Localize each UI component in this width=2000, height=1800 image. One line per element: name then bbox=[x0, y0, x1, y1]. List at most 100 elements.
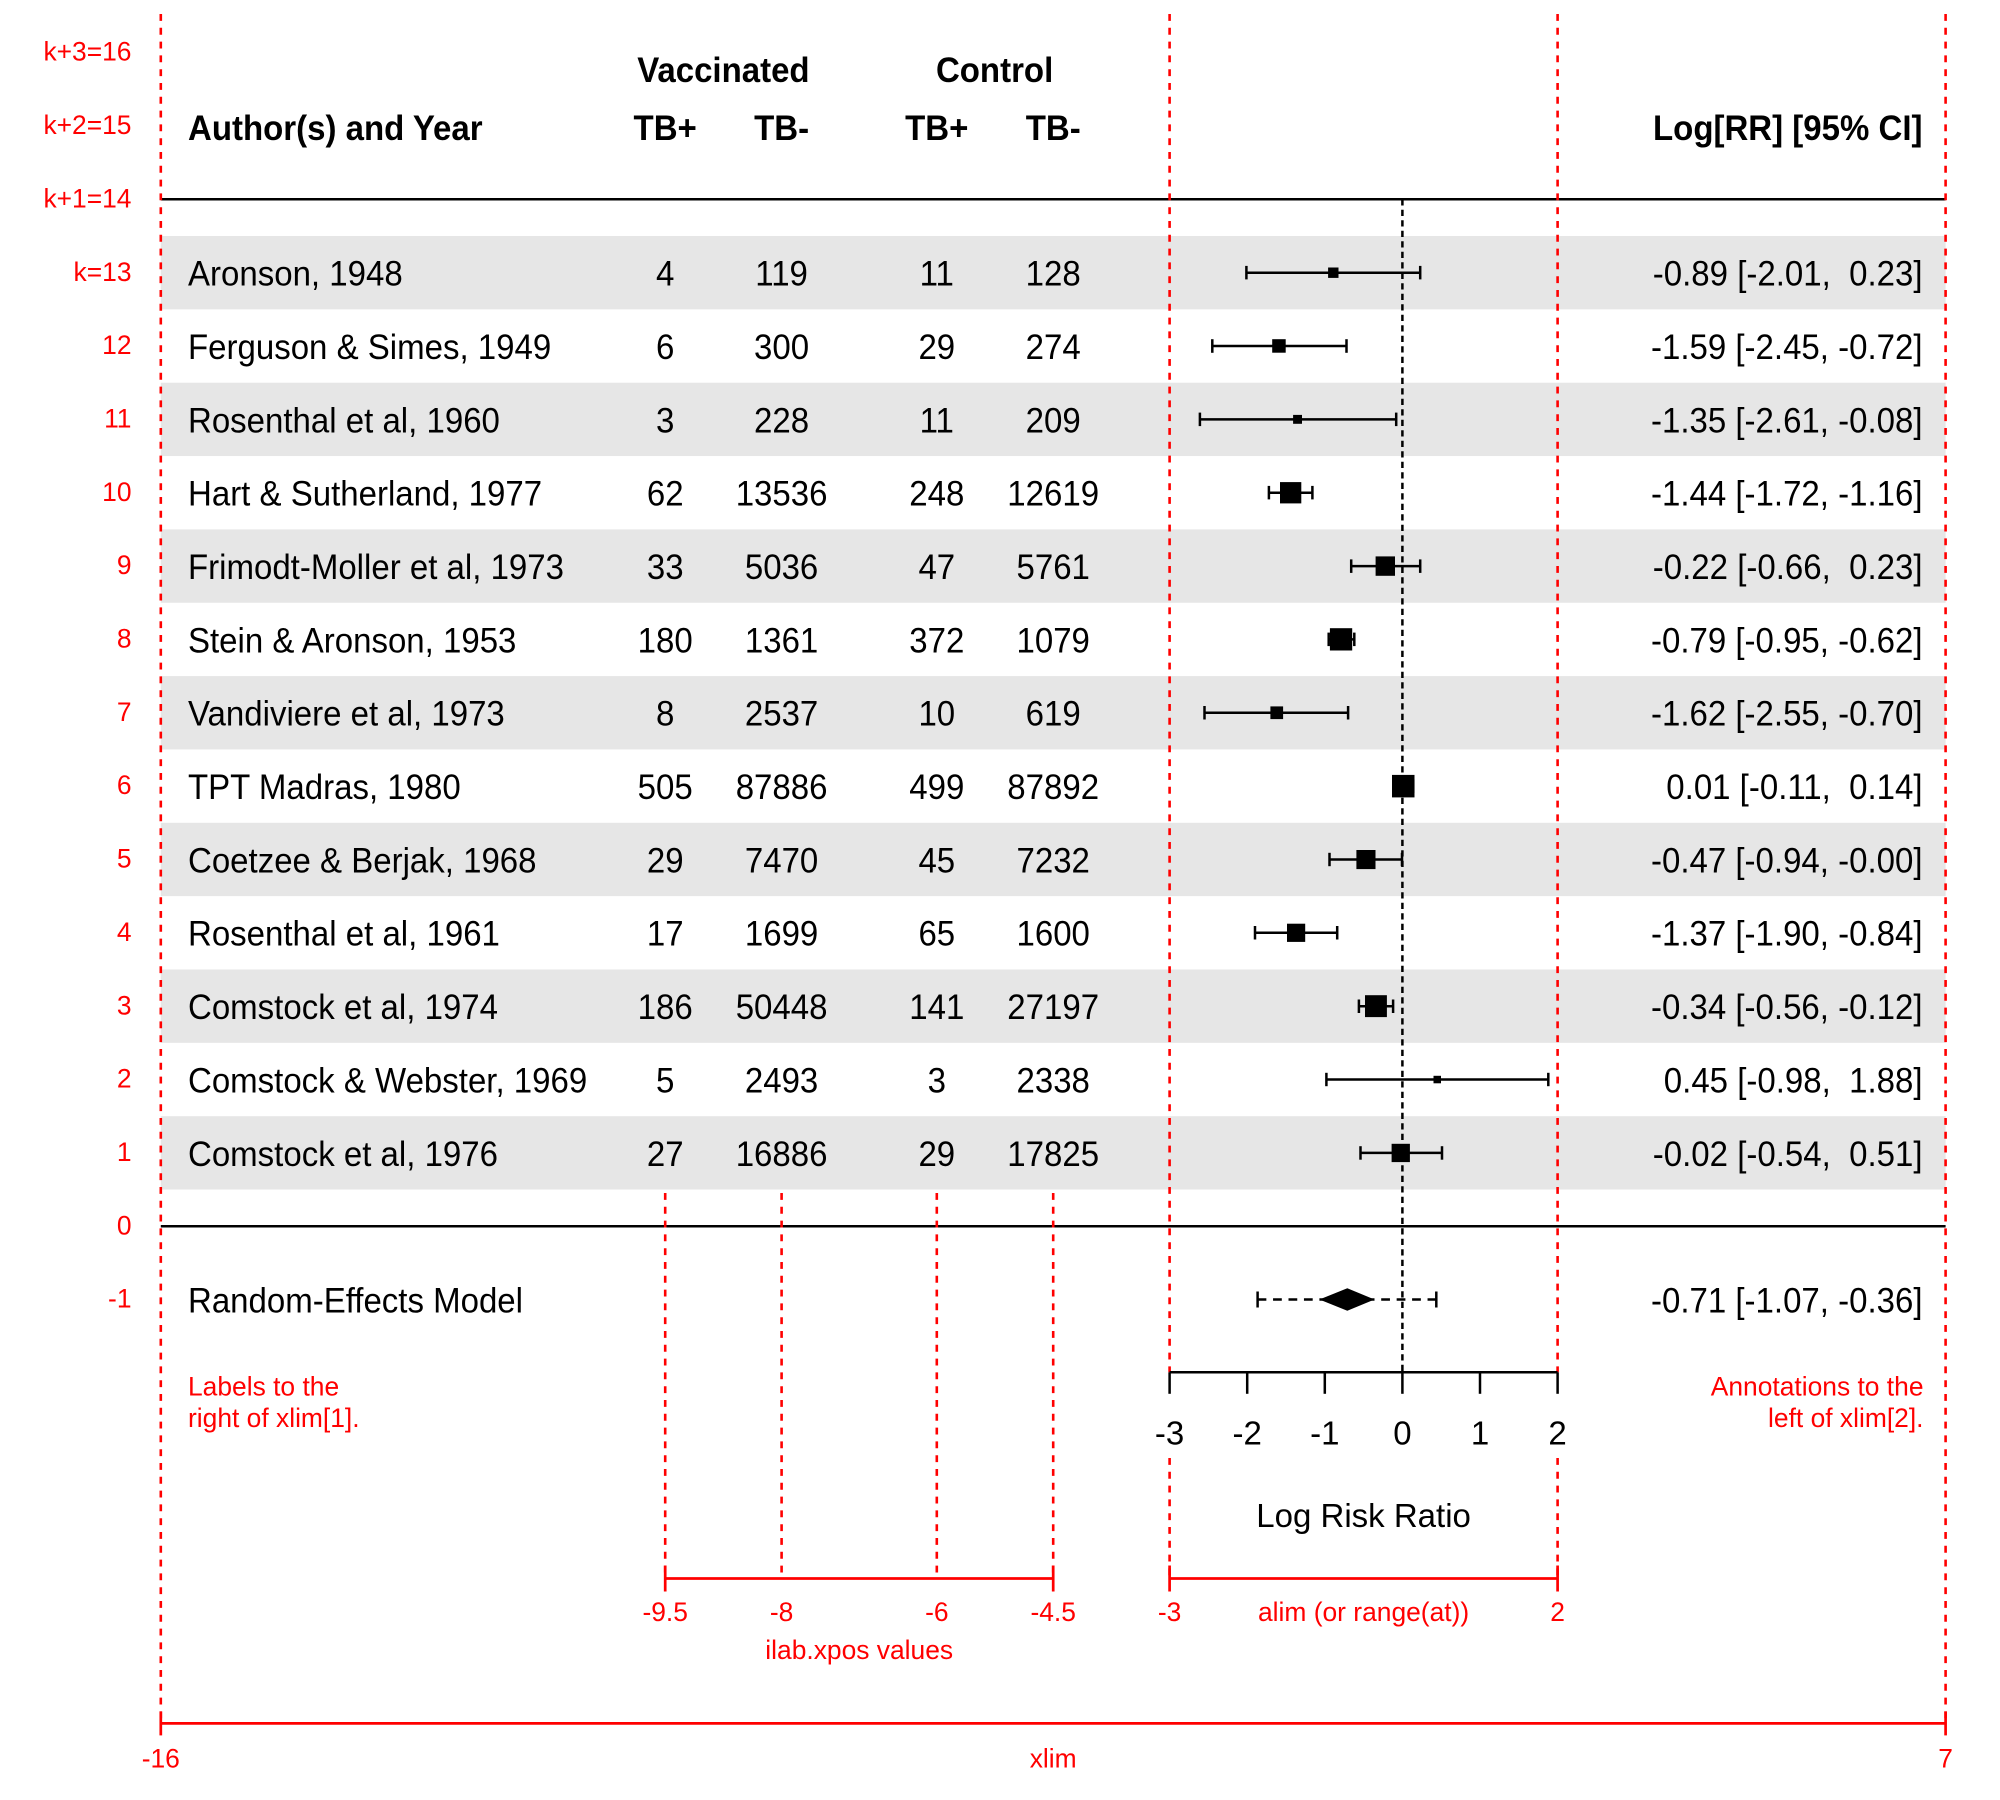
svg-text:7: 7 bbox=[1938, 1744, 1953, 1774]
svg-text:-0.47 [-0.94, -0.00]: -0.47 [-0.94, -0.00] bbox=[1651, 841, 1923, 880]
svg-text:TB+: TB+ bbox=[634, 109, 697, 148]
svg-text:Comstock et al, 1976: Comstock et al, 1976 bbox=[188, 1135, 498, 1174]
svg-text:Comstock & Webster, 1969: Comstock & Webster, 1969 bbox=[188, 1061, 587, 1100]
svg-text:-3: -3 bbox=[1158, 1597, 1181, 1627]
svg-text:248: 248 bbox=[909, 475, 964, 514]
svg-text:TB-: TB- bbox=[754, 109, 809, 148]
svg-text:186: 186 bbox=[638, 988, 693, 1027]
svg-text:5: 5 bbox=[656, 1061, 674, 1100]
svg-text:Rosenthal et al, 1960: Rosenthal et al, 1960 bbox=[188, 401, 500, 440]
svg-text:-1.35 [-2.61, -0.08]: -1.35 [-2.61, -0.08] bbox=[1651, 401, 1923, 440]
svg-text:Random-Effects Model: Random-Effects Model bbox=[188, 1281, 523, 1320]
svg-text:TB+: TB+ bbox=[905, 109, 968, 148]
svg-text:29: 29 bbox=[647, 841, 684, 880]
svg-text:2338: 2338 bbox=[1017, 1061, 1090, 1100]
svg-text:7232: 7232 bbox=[1017, 841, 1090, 880]
svg-text:2: 2 bbox=[1548, 1415, 1566, 1452]
svg-text:6: 6 bbox=[656, 328, 674, 367]
svg-text:2: 2 bbox=[1550, 1597, 1565, 1627]
svg-text:Log Risk Ratio: Log Risk Ratio bbox=[1256, 1497, 1471, 1534]
svg-text:12: 12 bbox=[102, 330, 131, 360]
svg-text:-0.02 [-0.54, 0.51]: -0.02 [-0.54, 0.51] bbox=[1653, 1135, 1923, 1174]
svg-text:-2: -2 bbox=[1233, 1415, 1262, 1452]
svg-text:29: 29 bbox=[918, 328, 955, 367]
svg-text:1361: 1361 bbox=[745, 621, 818, 660]
svg-text:0.01 [-0.11, 0.14]: 0.01 [-0.11, 0.14] bbox=[1666, 768, 1922, 807]
svg-text:128: 128 bbox=[1026, 255, 1081, 294]
svg-text:5761: 5761 bbox=[1017, 548, 1090, 587]
svg-text:Vandiviere et al, 1973: Vandiviere et al, 1973 bbox=[188, 695, 505, 734]
svg-text:-1.37 [-1.90, -0.84]: -1.37 [-1.90, -0.84] bbox=[1651, 915, 1923, 954]
svg-text:1699: 1699 bbox=[745, 915, 818, 954]
svg-text:k+3=16: k+3=16 bbox=[43, 37, 131, 67]
svg-text:1600: 1600 bbox=[1017, 915, 1090, 954]
svg-text:17825: 17825 bbox=[1007, 1135, 1099, 1174]
svg-text:1079: 1079 bbox=[1017, 621, 1090, 660]
svg-text:180: 180 bbox=[638, 621, 693, 660]
svg-text:Ferguson & Simes, 1949: Ferguson & Simes, 1949 bbox=[188, 328, 551, 367]
svg-text:11: 11 bbox=[920, 401, 954, 440]
svg-text:372: 372 bbox=[909, 621, 964, 660]
svg-text:505: 505 bbox=[638, 768, 693, 807]
svg-text:2: 2 bbox=[117, 1064, 132, 1094]
svg-text:619: 619 bbox=[1026, 695, 1081, 734]
svg-text:10: 10 bbox=[102, 477, 131, 507]
svg-text:2537: 2537 bbox=[745, 695, 818, 734]
svg-text:xlim: xlim bbox=[1030, 1744, 1077, 1774]
svg-text:1: 1 bbox=[1471, 1415, 1489, 1452]
svg-text:11: 11 bbox=[104, 404, 131, 434]
svg-text:0: 0 bbox=[117, 1210, 132, 1240]
svg-text:8: 8 bbox=[117, 624, 132, 654]
svg-text:7: 7 bbox=[117, 697, 132, 727]
svg-text:87886: 87886 bbox=[736, 768, 828, 807]
svg-text:300: 300 bbox=[754, 328, 809, 367]
svg-text:8: 8 bbox=[656, 695, 674, 734]
svg-text:-0.79 [-0.95, -0.62]: -0.79 [-0.95, -0.62] bbox=[1651, 621, 1923, 660]
svg-text:k+2=15: k+2=15 bbox=[43, 110, 131, 140]
svg-text:Labels to the: Labels to the bbox=[188, 1372, 339, 1402]
svg-text:274: 274 bbox=[1026, 328, 1081, 367]
svg-text:3: 3 bbox=[117, 990, 132, 1020]
svg-text:0.45 [-0.98, 1.88]: 0.45 [-0.98, 1.88] bbox=[1664, 1061, 1923, 1100]
svg-text:50448: 50448 bbox=[736, 988, 828, 1027]
svg-text:13536: 13536 bbox=[736, 475, 828, 514]
svg-text:Comstock et al, 1974: Comstock et al, 1974 bbox=[188, 988, 498, 1027]
svg-text:-3: -3 bbox=[1155, 1415, 1184, 1452]
svg-text:27197: 27197 bbox=[1007, 988, 1099, 1027]
svg-text:-0.34 [-0.56, -0.12]: -0.34 [-0.56, -0.12] bbox=[1651, 988, 1923, 1027]
svg-text:11: 11 bbox=[920, 255, 954, 294]
svg-text:27: 27 bbox=[647, 1135, 684, 1174]
svg-text:-1.59 [-2.45, -0.72]: -1.59 [-2.45, -0.72] bbox=[1651, 328, 1923, 367]
svg-text:TB-: TB- bbox=[1026, 109, 1081, 148]
svg-text:-1: -1 bbox=[108, 1284, 131, 1314]
svg-text:Control: Control bbox=[936, 51, 1053, 90]
svg-text:TPT Madras, 1980: TPT Madras, 1980 bbox=[188, 768, 461, 807]
svg-text:499: 499 bbox=[909, 768, 964, 807]
svg-text:2493: 2493 bbox=[745, 1061, 818, 1100]
svg-text:left of xlim[2].: left of xlim[2]. bbox=[1768, 1403, 1923, 1433]
svg-text:-1: -1 bbox=[1310, 1415, 1339, 1452]
svg-text:k=13: k=13 bbox=[74, 257, 132, 287]
svg-text:-0.89 [-2.01, 0.23]: -0.89 [-2.01, 0.23] bbox=[1653, 255, 1923, 294]
svg-text:228: 228 bbox=[754, 401, 809, 440]
svg-text:47: 47 bbox=[918, 548, 955, 587]
svg-text:10: 10 bbox=[918, 695, 955, 734]
svg-text:1: 1 bbox=[117, 1137, 132, 1167]
svg-text:17: 17 bbox=[647, 915, 684, 954]
svg-text:141: 141 bbox=[909, 988, 964, 1027]
svg-text:-9.5: -9.5 bbox=[642, 1597, 687, 1627]
svg-text:k+1=14: k+1=14 bbox=[43, 183, 131, 213]
svg-text:4: 4 bbox=[656, 255, 674, 294]
svg-text:Coetzee & Berjak, 1968: Coetzee & Berjak, 1968 bbox=[188, 841, 537, 880]
svg-text:87892: 87892 bbox=[1007, 768, 1099, 807]
svg-text:-0.71 [-1.07, -0.36]: -0.71 [-1.07, -0.36] bbox=[1651, 1281, 1923, 1320]
svg-text:16886: 16886 bbox=[736, 1135, 828, 1174]
svg-text:12619: 12619 bbox=[1007, 475, 1099, 514]
svg-text:9: 9 bbox=[117, 550, 132, 580]
svg-text:3: 3 bbox=[656, 401, 674, 440]
svg-text:209: 209 bbox=[1026, 401, 1081, 440]
svg-text:6: 6 bbox=[117, 770, 132, 800]
svg-text:3: 3 bbox=[928, 1061, 946, 1100]
svg-text:-6: -6 bbox=[925, 1597, 948, 1627]
svg-text:Author(s) and Year: Author(s) and Year bbox=[188, 109, 483, 148]
